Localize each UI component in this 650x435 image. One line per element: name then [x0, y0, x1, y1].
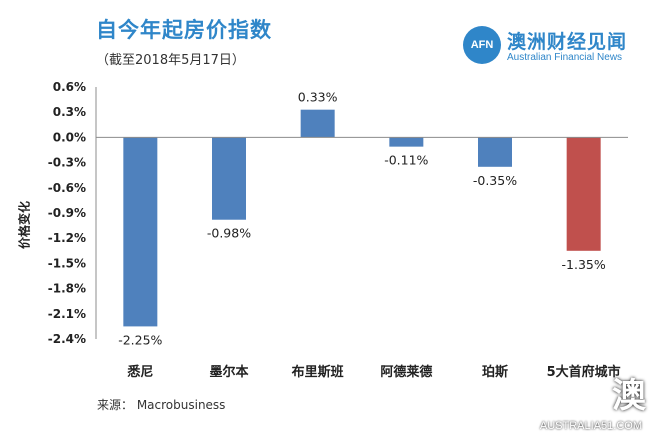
bar	[123, 137, 158, 327]
bar	[212, 137, 246, 220]
category-label: 阿德莱德	[380, 364, 432, 380]
logo-name-cn: 澳洲财经见闻	[507, 31, 628, 53]
bar	[478, 137, 512, 167]
source-note: 来源： Macrobusiness	[97, 398, 226, 412]
bar	[566, 137, 601, 251]
data-labels: -2.25% -0.98% 0.33% -0.11% -0.35% -1.35%	[118, 90, 606, 348]
data-label: -1.35%	[562, 257, 606, 272]
y-tick-label: -0.9%	[48, 206, 86, 220]
bars	[123, 109, 601, 327]
category-label: 珀斯	[482, 364, 508, 380]
category-labels: 悉尼 墨尔本 布里斯班 阿德莱德 珀斯 5大首府城市	[126, 364, 620, 380]
y-tick-label: -0.6%	[48, 181, 86, 195]
category-label: 悉尼	[126, 364, 153, 380]
y-tick-label: 0.0%	[53, 130, 86, 144]
bar	[389, 137, 424, 147]
chart-title: 自今年起房价指数	[96, 18, 272, 42]
y-tick-label: -2.1%	[48, 307, 86, 321]
logo-name-en: Australian Financial News	[507, 52, 623, 63]
data-label: -0.98%	[207, 226, 251, 241]
bar	[300, 109, 335, 138]
data-label: -0.35%	[473, 173, 517, 188]
y-tick-label: -1.8%	[48, 282, 86, 296]
afn-badge-icon: AFN	[463, 26, 501, 64]
y-tick-label: -1.5%	[48, 256, 86, 270]
y-tick-label: 0.3%	[53, 105, 86, 119]
afn-logo: AFN 澳洲财经见闻 Australian Financial News	[463, 26, 643, 70]
chart-subtitle: （截至2018年5月17日）	[96, 53, 245, 68]
category-label: 5大首府城市	[547, 364, 621, 380]
y-tick-label: -0.3%	[48, 156, 86, 170]
data-label: 0.33%	[298, 90, 338, 105]
category-label: 墨尔本	[209, 364, 248, 380]
stamp-domain: AUSTRALIA51.COM	[539, 420, 642, 432]
y-axis-ticks: 0.6% 0.3% 0.0% -0.3% -0.6% -0.9% -1.2% -1.5% -1.…	[48, 80, 86, 346]
stamp-glyph: 澳	[612, 376, 646, 416]
y-tick-label: 0.6%	[53, 80, 86, 94]
watermark-stamp: 澳 AUSTRALIA51.COM	[510, 335, 650, 435]
data-label: -0.11%	[384, 153, 428, 168]
y-tick-label: -1.2%	[48, 231, 86, 245]
data-label: -2.25%	[118, 332, 162, 347]
category-label: 布里斯班	[292, 364, 344, 380]
y-tick-label: -2.4%	[48, 332, 86, 346]
